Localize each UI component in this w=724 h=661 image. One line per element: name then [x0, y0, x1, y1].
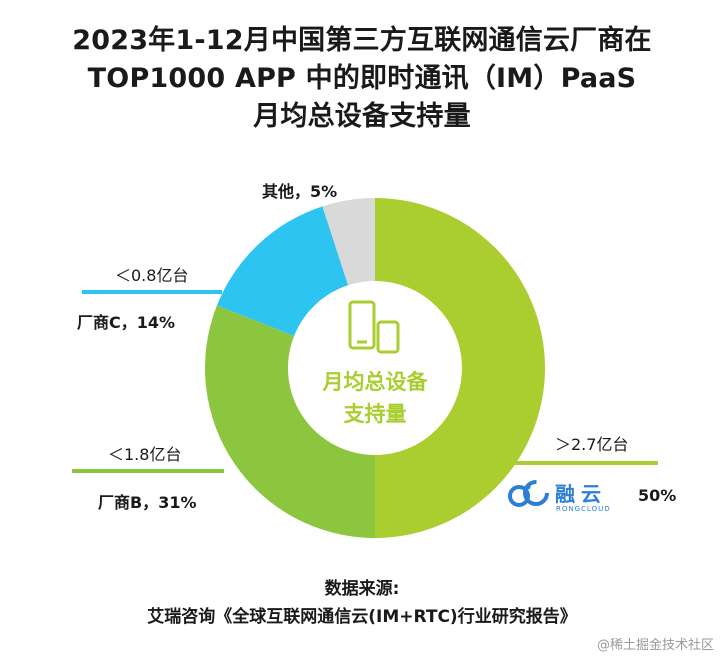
- rongcloud-logo: 融云 RONGCLOUD: [505, 477, 630, 515]
- slice-label-vendor-b: 厂商B，31%: [98, 493, 197, 512]
- source-label: 数据来源:: [324, 579, 400, 599]
- phone-tablet-icon: [348, 300, 400, 354]
- slice-1: [205, 305, 375, 538]
- slice-0: [375, 198, 545, 538]
- annotation-rongcloud: ＞2.7亿台: [555, 435, 629, 454]
- slice-label-vendor-c: 厂商C，14%: [77, 313, 176, 332]
- slice-label-other: 其他，5%: [262, 182, 338, 201]
- title-line-3: 月均总设备支持量: [253, 101, 471, 132]
- leader-line-rongcloud: [512, 461, 658, 465]
- slice-label-rongcloud: 50%: [638, 486, 677, 505]
- title-line-2: TOP1000 APP 中的即时通讯（IM）PaaS: [87, 63, 637, 94]
- center-label-line1: 月均总设备: [322, 370, 429, 394]
- slice-2: [216, 206, 349, 336]
- annotation-vendor-b: ＜1.8亿台: [108, 445, 182, 464]
- rongcloud-logo-name: 融云: [555, 482, 607, 506]
- watermark: @稀土掘金技术社区: [596, 638, 714, 653]
- center-label-line2: 支持量: [344, 402, 407, 426]
- leader-line-vendor-c: [82, 290, 222, 294]
- annotation-vendor-c: ＜0.8亿台: [115, 266, 189, 285]
- rongcloud-logo-icon: [508, 480, 549, 507]
- rongcloud-logo-sub: RONGCLOUD: [556, 505, 611, 513]
- title-line-1: 2023年1-12月中国第三方互联网通信云厂商在: [72, 25, 652, 56]
- slice-3: [322, 198, 375, 286]
- chart-title: 2023年1-12月中国第三方互联网通信云厂商在 TOP1000 APP 中的即…: [0, 22, 724, 136]
- leader-line-vendor-b: [72, 469, 224, 473]
- source-text: 艾瑞咨询《全球互联网通信云(IM+RTC)行业研究报告》: [147, 607, 577, 627]
